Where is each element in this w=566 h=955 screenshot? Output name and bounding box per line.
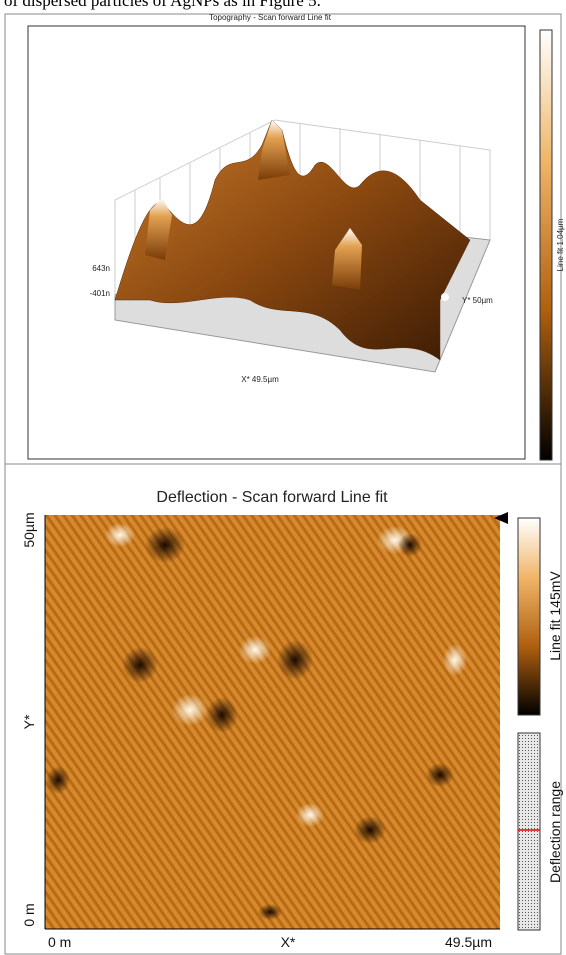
range-label: Deflection range [547,781,563,883]
topography-title: Topography - Scan forward Line fit [209,13,332,22]
deflection-colorbar [518,518,540,715]
x-min-label: 0 m [48,934,71,950]
x-label: X* 49.5µm [241,375,279,384]
topography-colorbar-label: Line fit 1.04µm [556,218,565,271]
x-axis-label: X* [281,934,296,950]
page: of dispersed particles of AgNPs as in Fi… [0,0,566,955]
deflection-title: Deflection - Scan forward Line fit [156,489,388,506]
caption: of dispersed particles of AgNPs as in Fi… [4,0,321,10]
y-axis-label: Y* [21,714,37,729]
topography-colorbar [540,30,552,460]
range-bar [518,733,540,930]
y-label: Y* 50µm [462,296,493,305]
z-max-label: 643n [92,264,110,273]
z-min-label: -401n [90,289,110,298]
x-max-label: 49.5µm [445,934,492,950]
y-min-label: 0 m [21,903,37,926]
deflection-image [45,515,500,929]
y-max-label: 50µm [21,512,37,547]
surface-spot [441,293,449,301]
deflection-colorbar-label: Line fit 145mV [547,571,563,661]
